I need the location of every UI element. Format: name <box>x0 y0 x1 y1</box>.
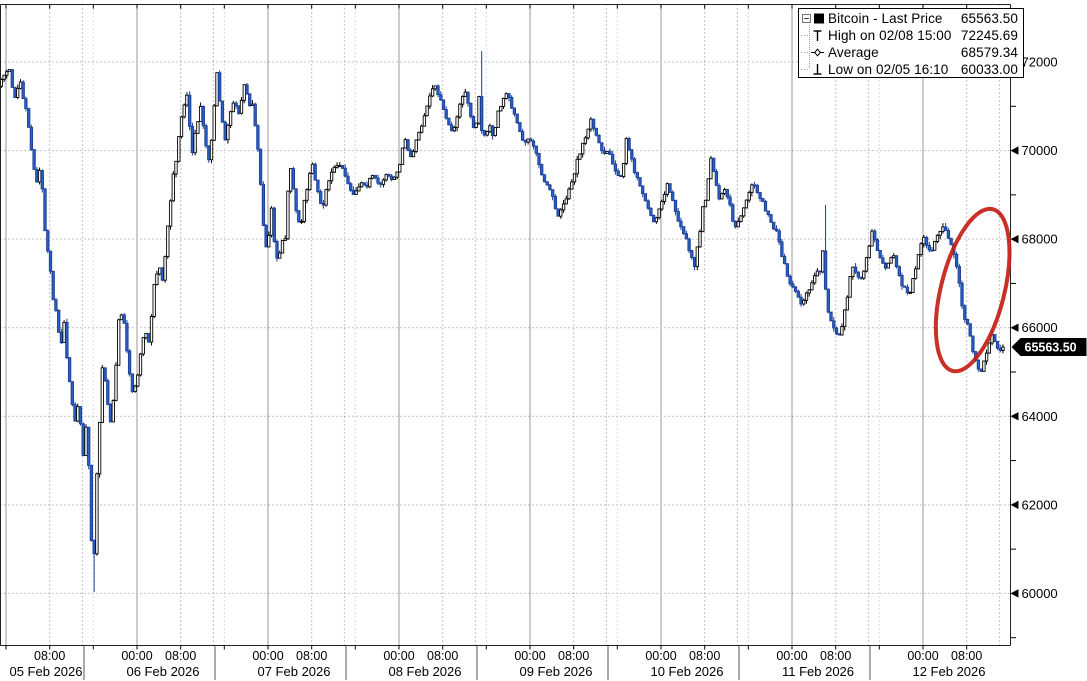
y-axis-tick-arrow <box>1010 323 1019 332</box>
last-price-tag <box>1011 338 1087 357</box>
y-axis-tick-arrow <box>1010 500 1019 510</box>
x-axis-date-label: 09 Feb 2026 <box>519 664 592 679</box>
x-axis-time-label: 00:00 <box>121 649 152 663</box>
high-marker-icon <box>801 28 828 43</box>
legend-row-average: Average 68579.34 <box>801 44 1018 61</box>
x-axis-time-label: 00:00 <box>252 649 283 663</box>
x-axis-time-label: 08:00 <box>427 649 458 663</box>
x-axis-date-label: 06 Feb 2026 <box>126 664 199 679</box>
y-axis-tick-label: 70000 <box>1022 143 1058 158</box>
x-axis-time-label: 08:00 <box>165 649 196 663</box>
x-axis-time-label: 08:00 <box>296 649 327 663</box>
y-axis-tick-arrow <box>1010 234 1019 244</box>
x-axis-time-label: 00:00 <box>776 649 807 663</box>
x-axis-time-label: 00:00 <box>907 649 938 663</box>
x-axis-date-label: 12 Feb 2026 <box>912 664 985 679</box>
legend-high-value: 72245.69 <box>960 28 1018 43</box>
y-axis-tick-label: 68000 <box>1022 232 1058 247</box>
y-axis-tick-arrow <box>1010 412 1019 421</box>
legend-average-value: 68579.34 <box>960 45 1018 60</box>
x-axis-time-label: 00:00 <box>383 649 414 663</box>
chart-legend: Bitcoin - Last Price 65563.50 High on 02… <box>798 8 1024 78</box>
legend-row-low: Low on 02/05 16:10 60033.00 <box>801 61 1018 78</box>
legend-high-label: High on 02/08 15:00 <box>828 28 952 43</box>
y-axis-tick-arrow <box>1010 146 1019 155</box>
y-axis-tick-label: 66000 <box>1022 320 1058 335</box>
highlight-ellipse-annotation <box>933 206 1012 374</box>
legend-low-value: 60033.00 <box>960 62 1018 77</box>
low-marker-icon <box>801 62 828 77</box>
x-axis-time-label: 08:00 <box>951 649 982 663</box>
y-axis-tick-label: 64000 <box>1022 409 1058 424</box>
candlestick-series <box>0 51 1005 592</box>
x-axis-time-label: 08:00 <box>820 649 851 663</box>
legend-expander-and-swatch[interactable] <box>801 11 828 26</box>
x-axis-date-label: 10 Feb 2026 <box>650 664 723 679</box>
last-price-tag-text: 65563.50 <box>1025 341 1077 355</box>
legend-series-value: 65563.50 <box>960 11 1018 26</box>
series-swatch-icon <box>814 13 824 24</box>
x-axis-time-label: 08:00 <box>34 649 65 663</box>
x-axis-date-label: 11 Feb 2026 <box>782 664 854 679</box>
x-axis-date-label: 07 Feb 2026 <box>257 664 330 679</box>
x-axis-date-label: 05 Feb 2026 <box>9 664 82 679</box>
x-axis-time-label: 00:00 <box>514 649 545 663</box>
x-axis-date-label: 08 Feb 2026 <box>388 664 461 679</box>
legend-row-high: High on 02/08 15:00 72245.69 <box>801 27 1018 44</box>
legend-row-last-price: Bitcoin - Last Price 65563.50 <box>801 10 1018 27</box>
x-axis-time-label: 08:00 <box>558 649 589 663</box>
y-axis-tick-label: 72000 <box>1022 55 1058 70</box>
legend-low-label: Low on 02/05 16:10 <box>828 62 949 77</box>
y-axis-tick-label: 62000 <box>1022 497 1058 512</box>
x-axis-time-label: 08:00 <box>689 649 720 663</box>
y-axis-tick-label: 60000 <box>1022 586 1058 601</box>
legend-series-label: Bitcoin - Last Price <box>828 11 943 26</box>
legend-average-label: Average <box>828 45 879 60</box>
average-marker-icon <box>801 45 828 60</box>
x-axis-time-label: 00:00 <box>645 649 676 663</box>
legend-tree-line <box>809 25 810 68</box>
y-axis-tick-arrow <box>1010 589 1019 598</box>
